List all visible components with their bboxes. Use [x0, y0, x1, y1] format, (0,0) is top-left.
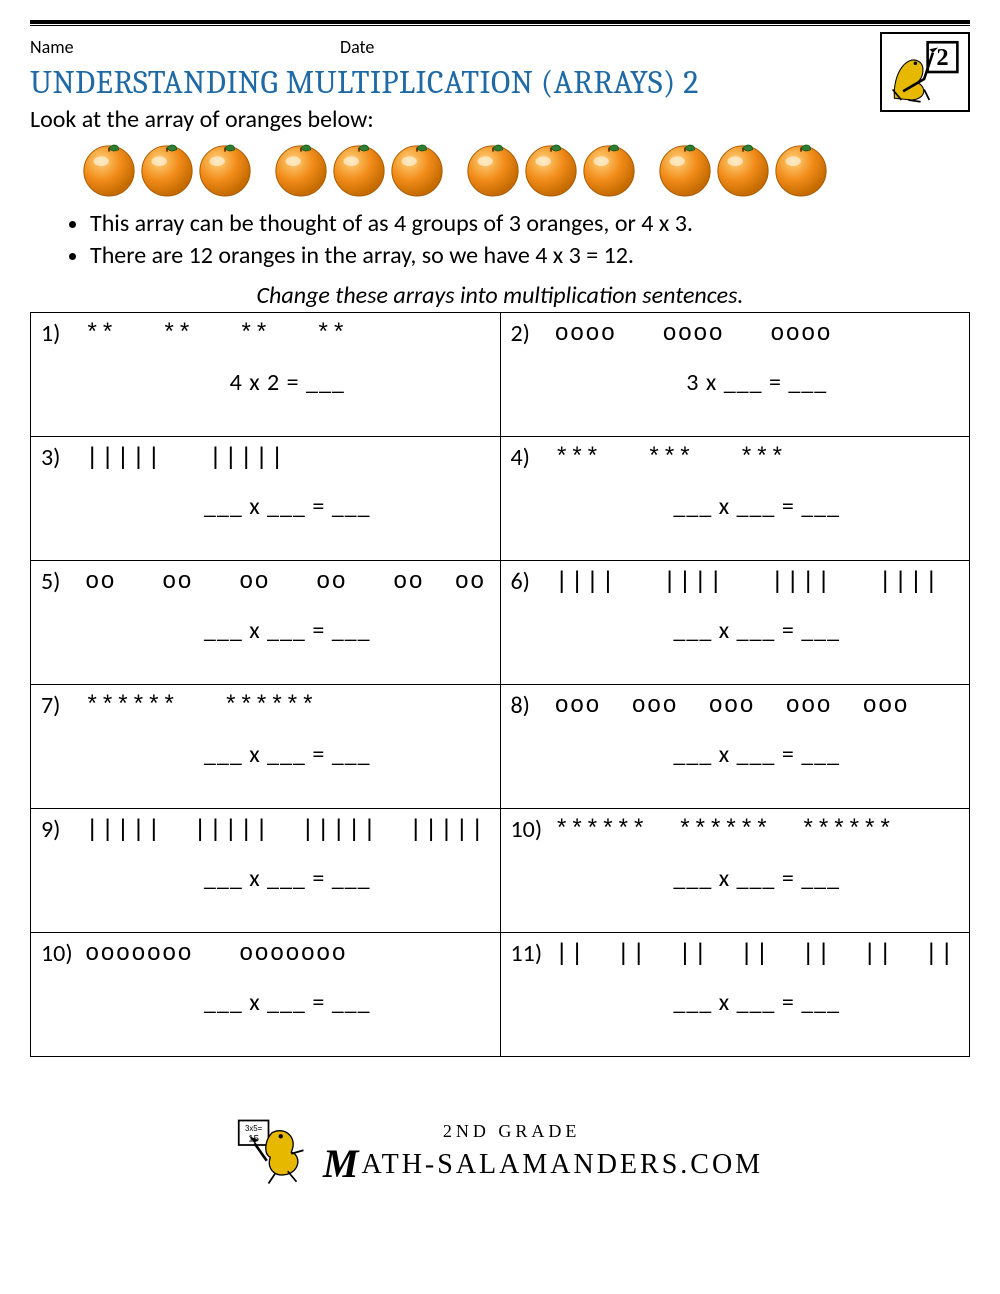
- problem-cell: 5) oo oo oo oo oo oo ___ x ___ = ___: [31, 560, 501, 684]
- problem-array: ||||| |||||: [85, 443, 490, 474]
- footer: 3x5= 15 2ND GRADE MATH-SALAMANDERS.COM: [30, 1117, 970, 1192]
- footer-cap-m: M: [323, 1141, 362, 1186]
- problem-array: *** *** ***: [555, 443, 960, 474]
- orange-icon: [388, 140, 446, 198]
- problem-cell: 3) ||||| ||||| ___ x ___ = ___: [31, 436, 501, 560]
- orange-icon: [330, 140, 388, 198]
- instruction-text: Change these arrays into multiplication …: [30, 281, 970, 310]
- problem-sentence: ___ x ___ = ___: [85, 492, 490, 521]
- orange-icon: [772, 140, 830, 198]
- footer-rest: ATH-SALAMANDERS.COM: [361, 1149, 763, 1180]
- problem-number: 1): [41, 319, 75, 348]
- orange-icon: [272, 140, 330, 198]
- problem-array: ** ** ** **: [85, 319, 490, 350]
- problems-table: 1) ** ** ** ** 4 x 2 = ___ 2) oooo oooo oooo…: [30, 312, 970, 1057]
- footer-line2: MATH-SALAMANDERS.COM: [323, 1142, 763, 1186]
- salamander-footer-icon: 3x5= 15: [237, 1117, 307, 1192]
- problem-number: 5): [41, 567, 75, 596]
- bullet-1: This array can be thought of as 4 groups…: [90, 208, 970, 240]
- problem-array: oo oo oo oo oo oo: [85, 567, 490, 598]
- name-label: Name: [30, 36, 340, 58]
- footer-text: 2ND GRADE MATH-SALAMANDERS.COM: [323, 1122, 763, 1186]
- problem-number: 9): [41, 815, 75, 844]
- top-rule: [30, 20, 970, 26]
- problem-sentence: ___ x ___ = ___: [555, 492, 960, 521]
- orange-icon: [714, 140, 772, 198]
- problem-sentence: ___ x ___ = ___: [555, 740, 960, 769]
- problem-array: |||| |||| |||| ||||: [555, 567, 960, 598]
- problem-sentence: 4 x 2 = ___: [85, 368, 490, 397]
- problem-number: 6): [511, 567, 545, 596]
- problem-cell: 10) ooooooo ooooooo ___ x ___ = ___: [31, 932, 501, 1056]
- problem-sentence: ___ x ___ = ___: [555, 988, 960, 1017]
- problem-sentence: ___ x ___ = ___: [85, 988, 490, 1017]
- orange-group: [272, 140, 446, 198]
- problem-number: 3): [41, 443, 75, 472]
- worksheet-title: UNDERSTANDING MULTIPLICATION (ARRAYS) 2: [30, 64, 970, 101]
- problem-sentence: ___ x ___ = ___: [85, 864, 490, 893]
- orange-icon: [138, 140, 196, 198]
- orange-icon: [580, 140, 638, 198]
- problem-sentence: ___ x ___ = ___: [555, 616, 960, 645]
- problem-number: 4): [511, 443, 545, 472]
- footer-line1: 2ND GRADE: [443, 1122, 763, 1142]
- problem-cell: 9) ||||| ||||| ||||| ||||| ___ x ___ = ___: [31, 808, 501, 932]
- problem-array: ****** ****** ******: [555, 815, 960, 846]
- orange-group: [80, 140, 254, 198]
- problem-number: 7): [41, 691, 75, 720]
- problem-cell: 11) || || || || || || || ___ x ___ = ___: [500, 932, 970, 1056]
- orange-group: [656, 140, 830, 198]
- salamander-logo-icon: 2: [885, 37, 965, 107]
- intro-line: Look at the array of oranges below:: [30, 105, 970, 134]
- problem-sentence: ___ x ___ = ___: [85, 616, 490, 645]
- problem-array: oooo oooo oooo: [555, 319, 960, 350]
- orange-array: [80, 140, 970, 198]
- grade-number: 2: [936, 44, 948, 71]
- orange-icon: [464, 140, 522, 198]
- problem-number: 8): [511, 691, 545, 720]
- orange-icon: [656, 140, 714, 198]
- problem-cell: 6) |||| |||| |||| |||| ___ x ___ = ___: [500, 560, 970, 684]
- problem-array: ooo ooo ooo ooo ooo: [555, 691, 960, 722]
- problem-sentence: 3 x ___ = ___: [555, 368, 960, 397]
- header-row: Name Date 2: [30, 36, 970, 58]
- problem-array: ****** ******: [85, 691, 490, 722]
- problem-cell: 1) ** ** ** ** 4 x 2 = ___: [31, 312, 501, 436]
- problem-cell: 10) ****** ****** ****** ___ x ___ = ___: [500, 808, 970, 932]
- orange-group: [464, 140, 638, 198]
- problem-array: ||||| ||||| ||||| |||||: [85, 815, 490, 846]
- problem-number: 10): [41, 939, 75, 968]
- orange-icon: [196, 140, 254, 198]
- problem-cell: 4) *** *** *** ___ x ___ = ___: [500, 436, 970, 560]
- problem-array: ooooooo ooooooo: [85, 939, 490, 970]
- problem-sentence: ___ x ___ = ___: [555, 864, 960, 893]
- explanation-bullets: This array can be thought of as 4 groups…: [30, 208, 970, 273]
- orange-icon: [522, 140, 580, 198]
- problem-number: 2): [511, 319, 545, 348]
- problem-sentence: ___ x ___ = ___: [85, 740, 490, 769]
- bullet-2: There are 12 oranges in the array, so we…: [90, 240, 970, 272]
- problem-number: 11): [511, 939, 545, 968]
- problem-cell: 7) ****** ****** ___ x ___ = ___: [31, 684, 501, 808]
- problem-cell: 8) ooo ooo ooo ooo ooo ___ x ___ = ___: [500, 684, 970, 808]
- problem-number: 10): [511, 815, 545, 844]
- orange-icon: [80, 140, 138, 198]
- svg-text:3x5=: 3x5=: [245, 1124, 263, 1133]
- date-label: Date: [340, 36, 374, 58]
- problem-cell: 2) oooo oooo oooo 3 x ___ = ___: [500, 312, 970, 436]
- grade-logo: 2: [880, 32, 970, 112]
- problem-array: || || || || || || ||: [555, 939, 960, 970]
